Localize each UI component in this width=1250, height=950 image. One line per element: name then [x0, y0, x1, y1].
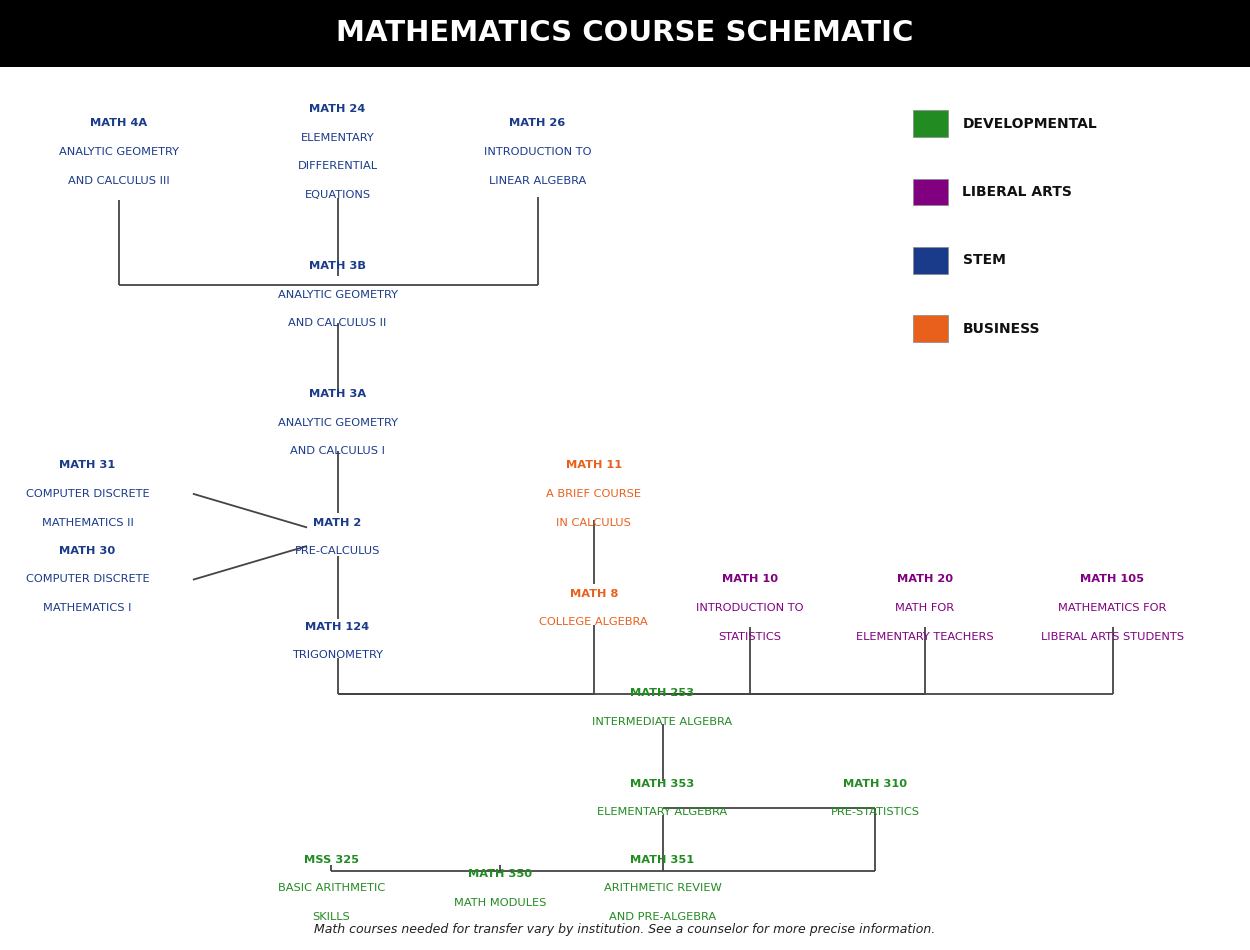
Text: MATH FOR: MATH FOR [895, 603, 955, 613]
Text: IN CALCULUS: IN CALCULUS [556, 518, 631, 527]
Text: MATHEMATICS COURSE SCHEMATIC: MATHEMATICS COURSE SCHEMATIC [336, 19, 914, 48]
Text: A BRIEF COURSE: A BRIEF COURSE [546, 489, 641, 499]
Text: MATH 31: MATH 31 [60, 461, 116, 470]
Text: MATH 30: MATH 30 [60, 546, 116, 556]
Text: MATH 11: MATH 11 [566, 461, 621, 470]
Text: MATH 10: MATH 10 [722, 575, 778, 584]
Text: SKILLS: SKILLS [312, 912, 350, 922]
Text: LIBERAL ARTS: LIBERAL ARTS [962, 185, 1072, 199]
Text: MATH 20: MATH 20 [898, 575, 952, 584]
Text: PRE-CALCULUS: PRE-CALCULUS [295, 546, 380, 556]
Text: MATH MODULES: MATH MODULES [454, 898, 546, 907]
Text: STATISTICS: STATISTICS [719, 632, 781, 641]
Text: EQUATIONS: EQUATIONS [305, 190, 370, 199]
FancyBboxPatch shape [912, 110, 948, 137]
Text: MATH 310: MATH 310 [842, 779, 907, 788]
Text: MSS 325: MSS 325 [304, 855, 359, 864]
Text: ARITHMETIC REVIEW: ARITHMETIC REVIEW [604, 884, 721, 893]
Text: ANALYTIC GEOMETRY: ANALYTIC GEOMETRY [59, 147, 179, 157]
Text: INTRODUCTION TO: INTRODUCTION TO [696, 603, 804, 613]
Text: ELEMENTARY: ELEMENTARY [301, 133, 375, 142]
Text: Math courses needed for transfer vary by institution. See a counselor for more p: Math courses needed for transfer vary by… [315, 922, 935, 936]
Text: MATHEMATICS FOR: MATHEMATICS FOR [1059, 603, 1166, 613]
Text: TRIGONOMETRY: TRIGONOMETRY [292, 651, 382, 660]
Text: BASIC ARITHMETIC: BASIC ARITHMETIC [278, 884, 385, 893]
Text: STEM: STEM [962, 254, 1005, 267]
FancyBboxPatch shape [912, 247, 948, 274]
FancyBboxPatch shape [912, 315, 948, 342]
Text: ELEMENTARY ALGEBRA: ELEMENTARY ALGEBRA [598, 808, 728, 817]
Text: MATH 26: MATH 26 [510, 119, 565, 128]
Text: MATH 350: MATH 350 [468, 869, 532, 879]
Text: COMPUTER DISCRETE: COMPUTER DISCRETE [26, 575, 149, 584]
Text: AND CALCULUS III: AND CALCULUS III [68, 176, 170, 185]
Text: MATH 3A: MATH 3A [309, 390, 366, 399]
Text: LINEAR ALGEBRA: LINEAR ALGEBRA [489, 176, 586, 185]
Text: DEVELOPMENTAL: DEVELOPMENTAL [962, 117, 1098, 130]
Text: COMPUTER DISCRETE: COMPUTER DISCRETE [26, 489, 149, 499]
Text: BUSINESS: BUSINESS [962, 322, 1040, 335]
Text: MATH 4A: MATH 4A [90, 119, 148, 128]
Text: AND PRE-ALGEBRA: AND PRE-ALGEBRA [609, 912, 716, 922]
Text: AND CALCULUS II: AND CALCULUS II [289, 318, 386, 328]
Text: PRE-STATISTICS: PRE-STATISTICS [830, 808, 920, 817]
Text: LIBERAL ARTS STUDENTS: LIBERAL ARTS STUDENTS [1041, 632, 1184, 641]
Text: INTRODUCTION TO: INTRODUCTION TO [484, 147, 591, 157]
Text: MATH 353: MATH 353 [630, 779, 695, 788]
FancyBboxPatch shape [912, 179, 948, 205]
Text: INTERMEDIATE ALGEBRA: INTERMEDIATE ALGEBRA [592, 717, 732, 727]
Text: ANALYTIC GEOMETRY: ANALYTIC GEOMETRY [278, 290, 398, 299]
Text: MATH 253: MATH 253 [630, 689, 695, 698]
Text: MATH 2: MATH 2 [314, 518, 361, 527]
Text: MATH 351: MATH 351 [630, 855, 695, 864]
Text: AND CALCULUS I: AND CALCULUS I [290, 446, 385, 456]
Text: ANALYTIC GEOMETRY: ANALYTIC GEOMETRY [278, 418, 398, 428]
Text: COLLEGE ALGEBRA: COLLEGE ALGEBRA [540, 618, 648, 627]
Text: MATH 105: MATH 105 [1080, 575, 1145, 584]
Text: MATH 8: MATH 8 [570, 589, 618, 598]
Text: MATH 24: MATH 24 [310, 104, 366, 114]
Text: MATH 124: MATH 124 [305, 622, 370, 632]
Text: MATHEMATICS I: MATHEMATICS I [44, 603, 131, 613]
Text: DIFFERENTIAL: DIFFERENTIAL [298, 162, 378, 171]
Text: MATHEMATICS II: MATHEMATICS II [41, 518, 134, 527]
FancyBboxPatch shape [0, 0, 1250, 66]
Text: ELEMENTARY TEACHERS: ELEMENTARY TEACHERS [856, 632, 994, 641]
Text: MATH 3B: MATH 3B [309, 261, 366, 271]
